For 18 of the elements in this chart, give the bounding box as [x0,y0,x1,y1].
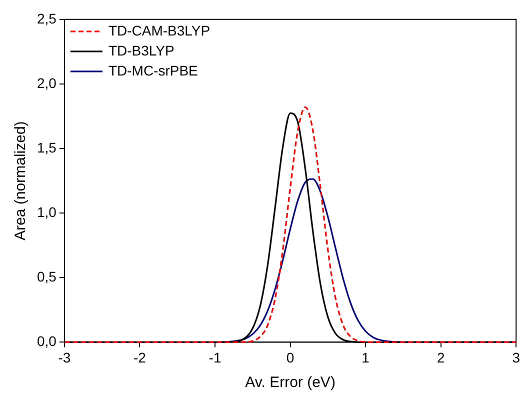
x-tick-label: 0 [286,349,294,366]
x-tick-label: -1 [208,349,222,366]
y-tick-label: 0,5 [36,268,57,284]
x-tick-label: 1 [362,349,370,366]
y-axis-title: Area (normalized) [12,121,30,240]
legend-label: TD-B3LYP [108,42,174,58]
y-tick-label: 0,0 [36,333,57,350]
legend-label: TD-CAM-B3LYP [108,22,210,38]
x-axis-title: Av. Error (eV) [245,374,336,392]
x-tick-label: -2 [134,349,146,366]
y-tick-label: 2,5 [36,10,57,26]
x-tick-label: 2 [436,349,445,366]
x-tick-label: 3 [512,349,520,366]
y-tick-label: 1,5 [36,139,57,156]
y-tick-label: 1,0 [36,204,57,220]
x-tick-label: -3 [58,349,71,366]
y-tick-label: 2,0 [36,74,57,91]
legend-label: TD-MC-srPBE [108,62,198,78]
